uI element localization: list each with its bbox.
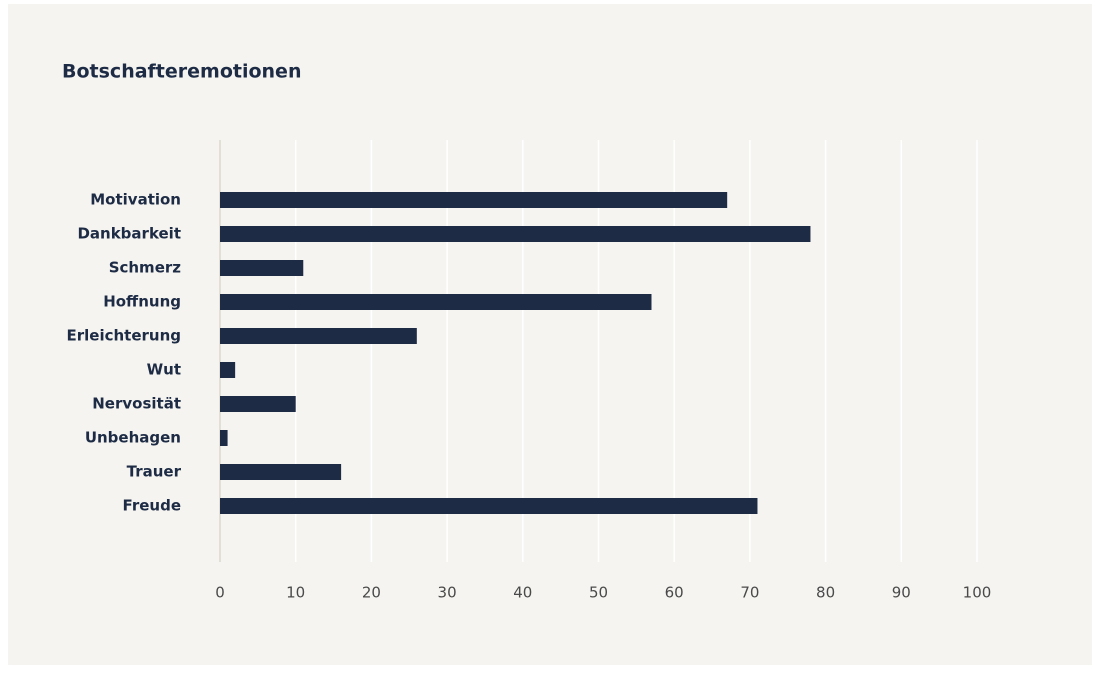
chart-title: Botschafteremotionen [62, 61, 301, 83]
x-tick-label: 40 [513, 584, 532, 602]
x-tick-label: 80 [816, 584, 835, 602]
card [8, 4, 1092, 665]
x-tick-label: 100 [963, 584, 992, 602]
bar [220, 294, 652, 310]
bar [220, 260, 304, 276]
x-tick-label: 90 [892, 584, 911, 602]
y-tick-label: Erleichterung [66, 327, 181, 345]
bar [220, 430, 228, 446]
x-tick-label: 30 [438, 584, 457, 602]
y-tick-label: Nervosität [92, 395, 181, 413]
bar [220, 464, 342, 480]
x-tick-label: 50 [589, 584, 608, 602]
y-tick-label: Wut [147, 361, 181, 379]
y-tick-label: Schmerz [109, 259, 182, 277]
x-tick-label: 0 [215, 584, 225, 602]
y-tick-label: Dankbarkeit [77, 225, 181, 243]
x-tick-label: 70 [740, 584, 759, 602]
bar [220, 226, 811, 242]
x-tick-label: 10 [286, 584, 305, 602]
bar [220, 362, 236, 378]
bar [220, 192, 728, 208]
x-tick-label: 60 [665, 584, 684, 602]
y-tick-label: Hoffnung [103, 293, 181, 311]
y-tick-label: Freude [123, 497, 181, 515]
bar [220, 498, 758, 514]
y-tick-label: Unbehagen [85, 429, 181, 447]
x-tick-label: 20 [362, 584, 381, 602]
y-tick-label: Trauer [127, 463, 182, 481]
bar [220, 396, 296, 412]
y-tick-label: Motivation [90, 191, 181, 209]
bar [220, 328, 417, 344]
